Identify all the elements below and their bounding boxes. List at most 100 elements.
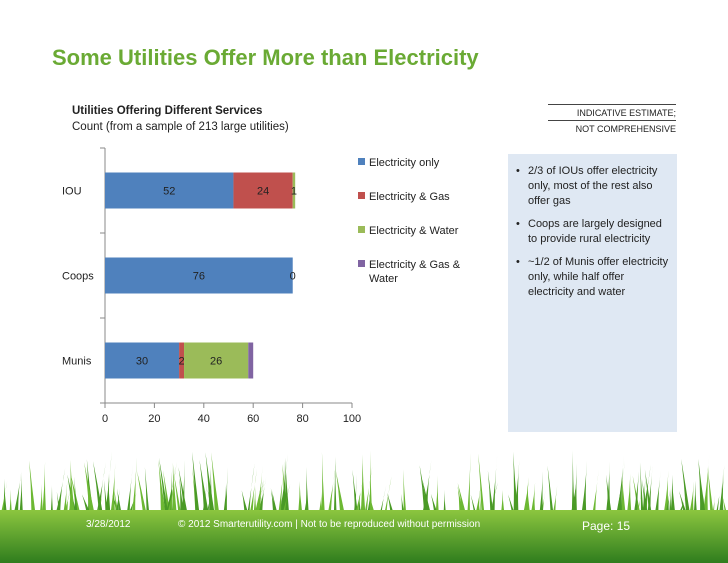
x-tick-label: 80: [296, 413, 308, 425]
grass-blade: [192, 451, 201, 520]
grass-blade: [571, 450, 575, 520]
legend-label: Water: [369, 273, 398, 285]
grass-blade: [158, 459, 167, 520]
data-label: 76: [193, 271, 205, 283]
bar-segment: [105, 257, 293, 294]
grass-blade: [487, 482, 498, 520]
grass-blade: [246, 463, 255, 520]
data-label: 24: [257, 186, 269, 198]
grass-blade: [403, 469, 407, 520]
grass-blade: [640, 462, 645, 520]
data-label: 1: [291, 186, 297, 198]
bar-segment: [248, 342, 254, 379]
grass-blade: [717, 474, 725, 520]
grass-blade: [137, 471, 148, 520]
grass-blade: [640, 464, 651, 520]
grass-blade: [211, 452, 221, 520]
grass-blade: [478, 453, 486, 520]
grass-blade: [248, 468, 258, 520]
grass-blade: [707, 466, 715, 520]
data-label: 30: [136, 356, 148, 368]
grass-blade: [434, 475, 440, 520]
grass-blade: [580, 460, 588, 520]
grass-blade: [591, 469, 599, 520]
grass-blade: [173, 473, 183, 520]
grass-blade: [701, 453, 710, 520]
grass-blade: [698, 459, 707, 520]
grass-blade: [285, 457, 290, 520]
grass-blade: [615, 454, 624, 520]
grass-blade: [377, 484, 387, 520]
grass-blade: [333, 456, 337, 520]
data-label: 52: [163, 186, 175, 198]
legend-swatch: [358, 158, 365, 165]
grass-blade: [278, 454, 288, 520]
slide-title: Some Utilities Offer More than Electrici…: [52, 45, 479, 70]
grass-blade: [171, 462, 178, 520]
grass-blade: [131, 457, 138, 520]
grass-blade: [29, 460, 37, 520]
legend-swatch: [358, 192, 365, 199]
legend-swatch: [358, 226, 365, 233]
grass-blade: [632, 457, 641, 520]
footer-page-number: Page: 15: [582, 519, 631, 533]
grass-blade: [644, 469, 653, 520]
grass-blade: [105, 473, 112, 520]
grass-blade: [363, 466, 373, 520]
category-label: IOU: [62, 186, 82, 198]
indicative-line-2: NOT COMPREHENSIVE: [548, 120, 676, 136]
grass-blade: [70, 473, 82, 520]
grass-blade: [382, 476, 392, 520]
legend-label: Electricity & Gas &: [369, 259, 461, 271]
legend-label: Electricity only: [369, 157, 440, 169]
footer-copyright: © 2012 Smarterutility.com | Not to be re…: [178, 519, 481, 530]
grass-blade: [369, 450, 373, 520]
legend-label: Electricity & Water: [369, 225, 459, 237]
grass-blade: [158, 457, 170, 520]
footer-date: 3/28/2012: [86, 519, 131, 530]
bar-segment: [233, 172, 293, 209]
grass-blade: [719, 465, 725, 520]
finding-coops: Coops are largely designed to provide ru…: [516, 217, 669, 247]
grass-blade: [605, 461, 611, 520]
grass-blade: [125, 464, 134, 520]
grass-blade: [84, 462, 96, 520]
grass-blade: [466, 452, 471, 520]
grass-blade: [646, 464, 653, 520]
grass-blade: [254, 479, 264, 520]
x-tick-label: 20: [148, 413, 160, 425]
bar-segment: [105, 342, 180, 379]
grass-blade: [547, 465, 555, 520]
grass-blade: [41, 461, 47, 520]
finding-munis: ~1/2 of Munis offer electricity only, wh…: [516, 255, 669, 300]
grass-blade: [18, 472, 24, 520]
grass-blade: [681, 458, 692, 520]
bar-segment: [292, 172, 296, 209]
grass-blade: [420, 460, 432, 520]
grass-blade: [634, 487, 643, 520]
grass-blade: [305, 466, 310, 520]
grass-blade: [223, 467, 228, 520]
legend-swatch: [358, 260, 365, 267]
grass-blade: [620, 472, 627, 520]
x-tick-label: 40: [198, 413, 210, 425]
grass-blade: [178, 467, 189, 520]
x-tick-label: 0: [102, 413, 108, 425]
key-findings-box: 2/3 of IOUs offer electricity only, most…: [508, 154, 677, 432]
grass-blades: [0, 450, 728, 520]
grass-blade: [254, 480, 265, 520]
grass-blade: [2, 478, 8, 520]
grass-blade: [169, 464, 173, 520]
grass-blade: [625, 473, 633, 520]
grass-blade: [669, 474, 677, 520]
grass-blade: [93, 461, 104, 520]
grass-blade: [277, 459, 285, 520]
chart-subtitle-heading: Utilities Offering Different Services: [72, 105, 263, 117]
grass-blade: [321, 451, 326, 520]
stacked-bar-chart: 0 20 40 60 80 100 IOU 52 24 1 Coops 76 0 Munis 30 2 26 El…: [62, 147, 461, 425]
grass-blade: [353, 474, 357, 520]
key-findings-list: 2/3 of IOUs offer electricity only, most…: [508, 154, 677, 300]
bar-segment: [184, 342, 249, 379]
chart-subtitle: Utilities Offering Different Services Co…: [72, 103, 289, 135]
grass-blade: [144, 467, 151, 520]
